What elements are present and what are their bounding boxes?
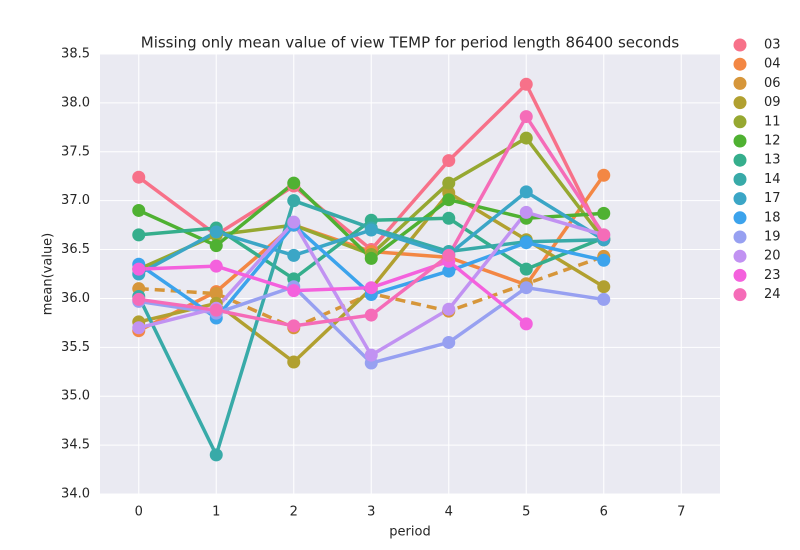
legend-marker	[733, 211, 747, 225]
x-axis-label: period	[389, 525, 430, 540]
point	[364, 281, 378, 295]
legend-marker	[733, 268, 747, 282]
point	[597, 206, 611, 220]
point	[132, 170, 146, 184]
y-tick-label: 38.0	[61, 95, 90, 110]
legend-marker	[733, 115, 747, 129]
point	[287, 215, 301, 229]
y-tick-label: 35.5	[61, 340, 90, 355]
legend-marker	[733, 230, 747, 244]
point	[132, 292, 146, 306]
point	[287, 319, 301, 333]
point	[519, 317, 533, 331]
y-tick-label: 36.5	[61, 242, 90, 257]
x-tick-label: 3	[367, 505, 375, 520]
legend-marker	[733, 76, 747, 90]
legend-marker	[733, 134, 747, 148]
y-tick-label: 37.5	[61, 144, 90, 159]
point	[519, 236, 533, 250]
point	[519, 262, 533, 276]
legend-label: 09	[764, 95, 781, 110]
legend-marker	[733, 192, 747, 206]
legend-label: 17	[764, 191, 781, 206]
y-tick-label: 38.5	[61, 47, 90, 62]
point	[597, 228, 611, 242]
point	[209, 303, 223, 317]
point	[442, 248, 456, 262]
legend-marker	[733, 57, 747, 71]
x-tick-label: 7	[677, 505, 685, 520]
legend-label: 11	[764, 114, 781, 129]
legend-label: 23	[764, 268, 781, 283]
y-tick-label: 37.0	[61, 193, 90, 208]
point	[209, 239, 223, 253]
legend-label: 18	[764, 210, 781, 225]
point	[442, 264, 456, 278]
chart-title: Missing only mean value of view TEMP for…	[141, 34, 680, 52]
point	[442, 176, 456, 190]
point	[364, 251, 378, 265]
point	[519, 77, 533, 91]
point	[364, 308, 378, 322]
point	[442, 193, 456, 207]
point	[209, 225, 223, 239]
legend-label: 14	[764, 172, 781, 187]
x-tick-label: 4	[445, 505, 453, 520]
point	[519, 185, 533, 199]
x-tick-label: 2	[290, 505, 298, 520]
point	[209, 448, 223, 462]
point	[519, 205, 533, 219]
legend-marker	[733, 288, 747, 302]
point	[287, 248, 301, 262]
legend-label: 19	[764, 230, 781, 245]
point	[287, 284, 301, 298]
y-tick-label: 35.0	[61, 389, 90, 404]
legend-marker	[733, 249, 747, 263]
point	[132, 203, 146, 217]
y-tick-label: 34.0	[61, 487, 90, 502]
point	[442, 211, 456, 225]
point	[209, 287, 223, 301]
point	[364, 348, 378, 362]
point	[287, 355, 301, 369]
legend-marker	[733, 96, 747, 110]
legend-label: 24	[764, 287, 781, 302]
point	[519, 281, 533, 295]
legend-label: 03	[764, 38, 781, 53]
x-tick-label: 0	[135, 505, 143, 520]
point	[442, 154, 456, 168]
point	[132, 321, 146, 335]
y-tick-label: 34.5	[61, 438, 90, 453]
legend-label: 12	[764, 134, 781, 149]
point	[132, 262, 146, 276]
series-line	[138, 259, 528, 326]
legend-label: 13	[764, 153, 781, 168]
legend-label: 20	[764, 249, 781, 264]
y-tick-label: 36.0	[61, 291, 90, 306]
legend-marker	[733, 38, 747, 52]
point	[442, 335, 456, 349]
x-tick-label: 6	[600, 505, 608, 520]
point	[597, 168, 611, 182]
point	[597, 292, 611, 306]
point	[442, 302, 456, 316]
point	[519, 131, 533, 145]
point	[597, 253, 611, 267]
point	[597, 280, 611, 294]
point	[287, 194, 301, 208]
point	[519, 110, 533, 124]
legend-marker	[733, 172, 747, 186]
x-tick-label: 1	[212, 505, 220, 520]
point	[132, 228, 146, 242]
legend-marker	[733, 153, 747, 167]
x-tick-label: 5	[522, 505, 530, 520]
point	[287, 176, 301, 190]
y-axis-label: mean(value)	[41, 233, 56, 316]
legend-label: 06	[764, 76, 781, 91]
legend-label: 04	[764, 57, 781, 72]
point	[364, 223, 378, 237]
point	[209, 259, 223, 273]
